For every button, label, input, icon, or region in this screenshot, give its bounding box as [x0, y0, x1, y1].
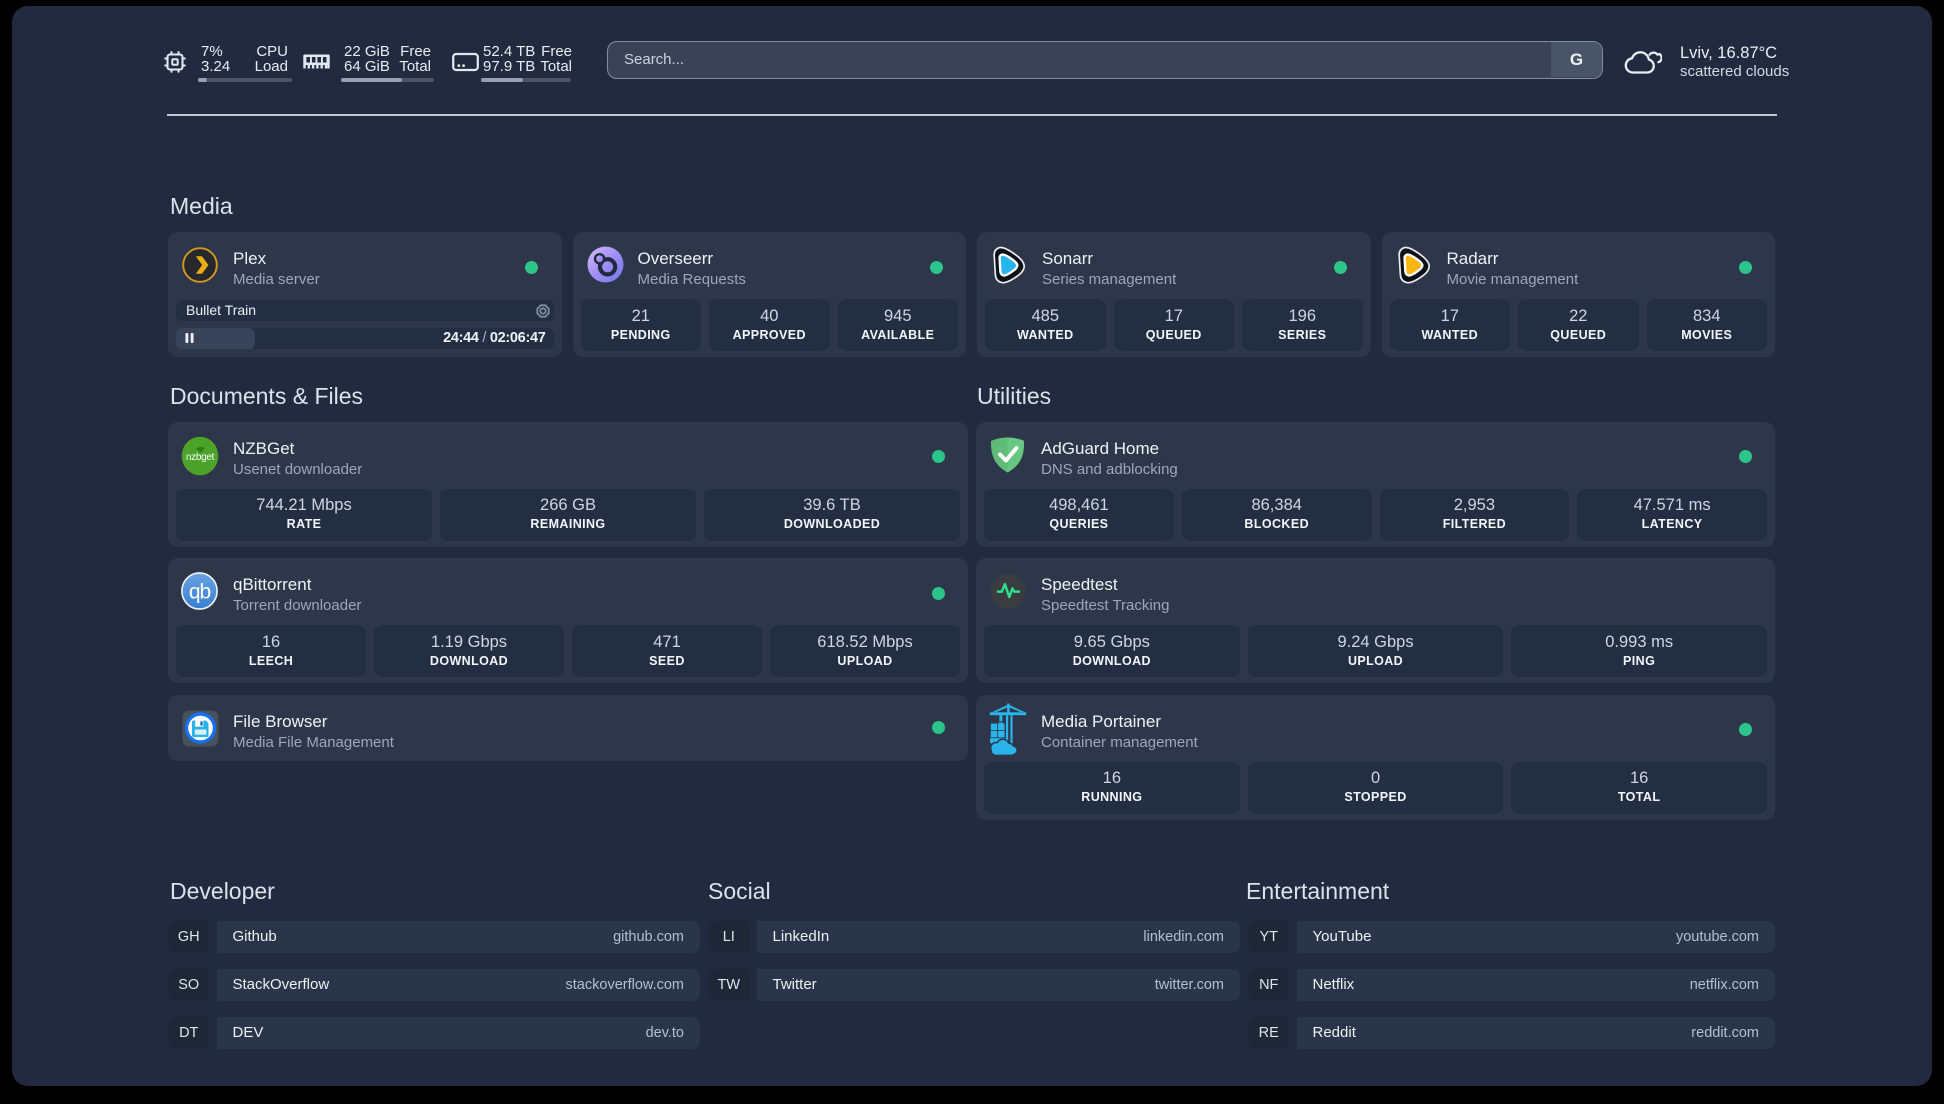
svg-text:qb: qb [189, 581, 211, 604]
svg-text:nzbget: nzbget [186, 452, 215, 463]
